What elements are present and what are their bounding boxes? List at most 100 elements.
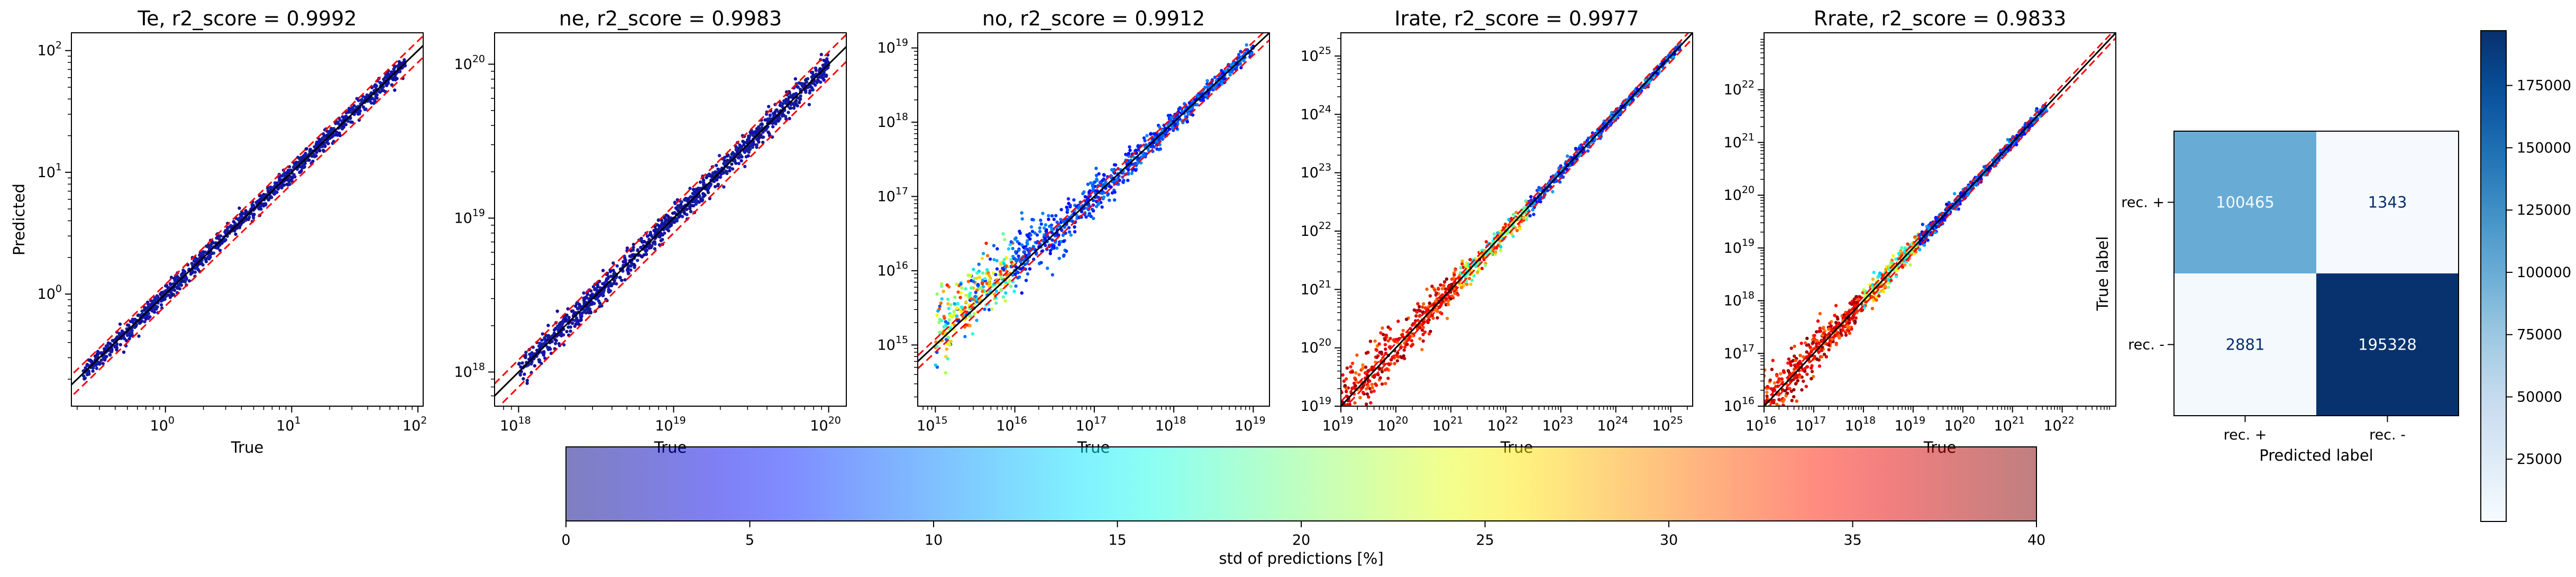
scatter-point (1375, 348, 1378, 352)
scatter-point (657, 224, 661, 228)
scatter-point (644, 248, 648, 252)
scatter-point (567, 316, 571, 319)
scatter-point (1393, 340, 1397, 343)
scatter-point (1012, 289, 1016, 294)
scatter-point (1094, 167, 1098, 170)
scatter-point (237, 206, 241, 210)
scatter-point (139, 320, 142, 324)
chart-title: Irate, r2_score = 0.9977 (1394, 7, 1639, 30)
scatter-point (1511, 234, 1515, 239)
scatter-point (975, 300, 979, 304)
scatter-point (322, 144, 326, 148)
scatter-point (1418, 305, 1421, 309)
scatter-point (1104, 180, 1108, 184)
scatter-point (518, 372, 522, 376)
scatter-point (1384, 382, 1387, 386)
scatter-point (794, 99, 798, 103)
scatter-point (285, 170, 289, 175)
scatter-point (710, 175, 714, 179)
scatter-point (947, 343, 952, 347)
scatter-point (1531, 208, 1534, 212)
scatter-point (1059, 208, 1063, 212)
scatter-point (1804, 384, 1808, 388)
scatter-point (953, 302, 956, 306)
scatter-point (1546, 189, 1549, 193)
scatter-point (178, 287, 182, 291)
scatter-point (102, 357, 106, 361)
panel-3: 1019 1020 1021 1022 1023 1024 1025101910201021… (1300, 7, 1693, 456)
scatter-point (601, 294, 605, 298)
y-tick-label: 1018 (454, 361, 485, 380)
scatter-point (1344, 377, 1348, 381)
scatter-point (1009, 285, 1013, 288)
scatter-point (1528, 214, 1532, 218)
scatter-point (115, 348, 118, 352)
scatter-point (1048, 252, 1052, 255)
scatter-point (334, 133, 337, 137)
scatter-point (81, 374, 86, 378)
scatter-point (713, 185, 717, 189)
scatter-point (987, 284, 991, 288)
scatter-point (689, 209, 693, 214)
scatter-point (944, 371, 948, 374)
scatter-point (766, 117, 770, 121)
scatter-point (1410, 334, 1414, 338)
scatter-point (234, 232, 237, 236)
scatter-point (181, 268, 185, 272)
scatter-point (1121, 180, 1125, 184)
scatter-point (226, 225, 231, 229)
scatter-point (1515, 228, 1519, 233)
scatter-point (178, 283, 181, 287)
scatter-point (747, 136, 751, 140)
scatter-point (374, 94, 378, 97)
scatter-point (159, 303, 163, 307)
scatter-point (330, 126, 333, 131)
scatter-point (752, 140, 755, 144)
scatter-point (730, 162, 734, 166)
axes-frame (494, 32, 847, 407)
scatter-point (986, 271, 990, 274)
scatter-point (172, 293, 176, 297)
scatter-point (1364, 365, 1368, 369)
scatter-point (938, 331, 942, 334)
scatter-point (1535, 188, 1539, 193)
scatter-point (728, 169, 732, 173)
scatter-point (1386, 339, 1390, 343)
scatter-point (1401, 328, 1405, 333)
scatter-point (1166, 114, 1170, 117)
scatter-point (1014, 265, 1018, 269)
scatter-point (554, 326, 558, 331)
scatter-point (1044, 223, 1048, 227)
scatter-point (1350, 361, 1355, 365)
scatter-point (620, 278, 624, 282)
scatter-point (615, 264, 619, 268)
scatter-point (83, 377, 86, 381)
scatter-point (86, 371, 89, 374)
scatter-point (1130, 171, 1134, 176)
scatter-point (596, 285, 600, 289)
scatter-point (273, 181, 277, 185)
scatter-point (980, 257, 984, 260)
scatter-point (1066, 197, 1071, 201)
scatter-point (781, 102, 785, 106)
scatter-point (1008, 243, 1012, 246)
scatter-point (706, 190, 710, 195)
y-tick-label: 101 (38, 161, 62, 181)
scatter-point (1231, 68, 1235, 71)
scatter-point (1028, 267, 1032, 271)
scatter-point (1460, 286, 1464, 289)
scatter-point (1004, 291, 1008, 295)
scatter-point (1062, 253, 1066, 257)
scatter-point (1468, 258, 1472, 262)
scatter-point (582, 291, 586, 295)
scatter-point (579, 312, 582, 316)
scatter-point (589, 294, 592, 297)
scatter-point (948, 326, 952, 329)
x-tick-label: 101 (276, 415, 300, 434)
scatter-point (385, 76, 389, 79)
scatter-point (569, 329, 572, 333)
scatter-point (774, 108, 778, 112)
scatter-point (573, 311, 577, 315)
scatter-point (1402, 348, 1406, 352)
scatter-point (1010, 260, 1013, 264)
